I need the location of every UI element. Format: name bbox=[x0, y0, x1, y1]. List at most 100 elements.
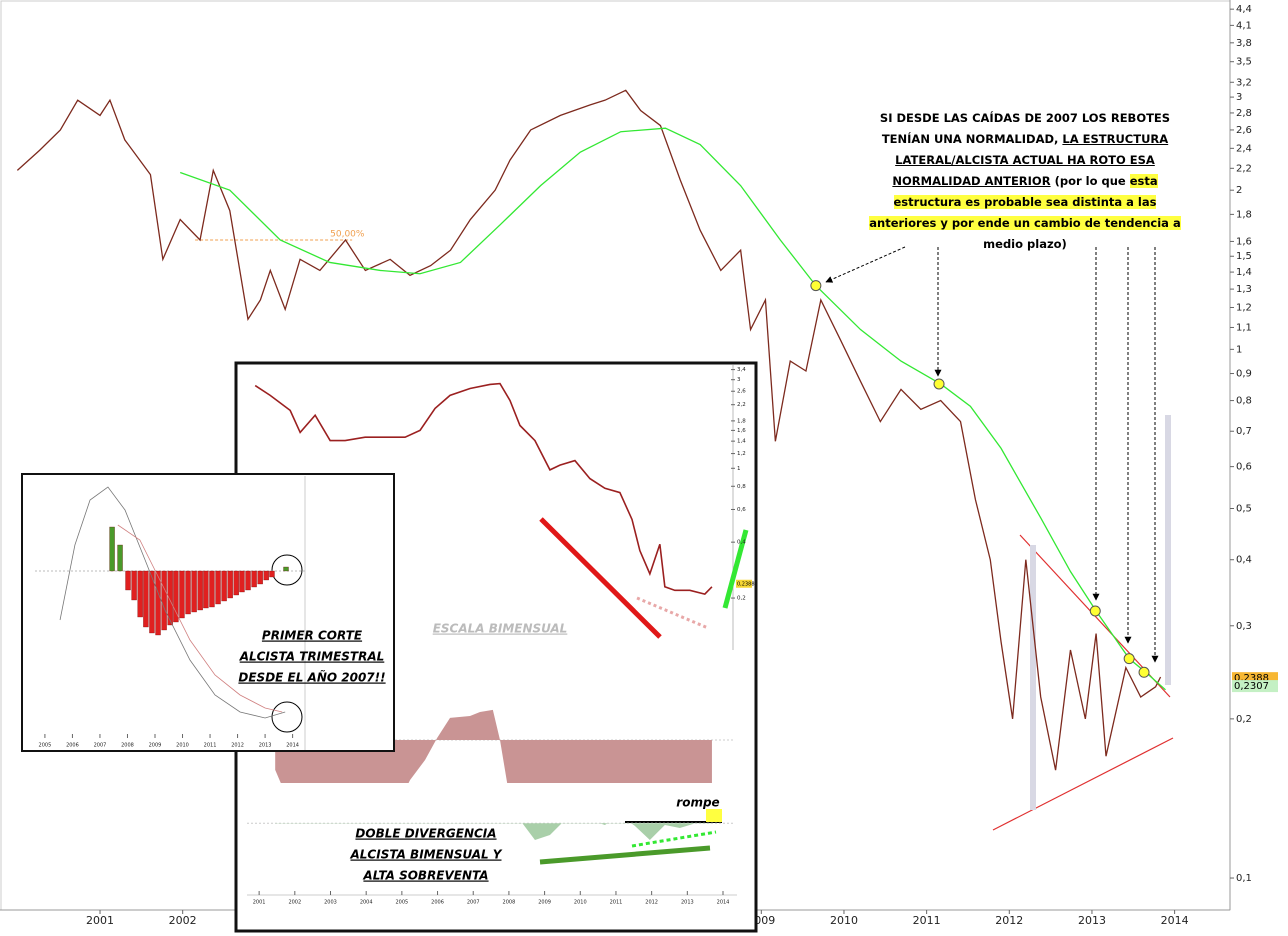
x-tick-label: 2013 bbox=[681, 900, 694, 906]
note-segment: anteriores y por ende un cambio de tende… bbox=[869, 216, 1181, 230]
level-fill bbox=[275, 823, 712, 840]
y-tick-label: 1 bbox=[1236, 344, 1242, 355]
trend-line bbox=[992, 737, 1174, 831]
bar bbox=[221, 570, 227, 602]
y-tick-label: 2,6 bbox=[1236, 125, 1252, 136]
arrows bbox=[825, 246, 1159, 663]
bar bbox=[209, 570, 215, 608]
touch-point bbox=[1089, 605, 1101, 617]
touch-point bbox=[933, 378, 945, 390]
y-tick-label: 0,4 bbox=[737, 540, 746, 546]
level-fill bbox=[275, 709, 712, 783]
note-line: PRIMER CORTE bbox=[262, 629, 363, 643]
note-line: ALTA SOBREVENTA bbox=[362, 869, 488, 883]
note-segment: (por lo que bbox=[1050, 174, 1130, 188]
note-segment: esta bbox=[1129, 174, 1158, 188]
bar bbox=[131, 570, 137, 601]
price-label-box bbox=[736, 579, 752, 588]
bar bbox=[155, 570, 161, 636]
x-tick-label: 2011 bbox=[913, 914, 941, 927]
series-line bbox=[59, 486, 286, 719]
bar bbox=[251, 570, 257, 588]
y-tick-label: 0,2 bbox=[737, 596, 746, 602]
y-tick-label: 4,4 bbox=[1236, 4, 1252, 15]
note-segment: NORMALIDAD ANTERIOR bbox=[892, 174, 1051, 188]
note-segment: LA ESTRUCTURA bbox=[1062, 132, 1169, 146]
note-line: medio plazo) bbox=[835, 234, 1215, 255]
price-label: 0,2388 bbox=[1234, 673, 1269, 684]
bar bbox=[239, 570, 245, 593]
y-tick-label: 0,6 bbox=[1236, 462, 1252, 473]
y-tick-label: 0,7 bbox=[1236, 426, 1252, 437]
x-tick-label: 2009 bbox=[538, 900, 551, 906]
note-segment: estructura es probable sea distinta a la… bbox=[893, 195, 1157, 209]
note-segment: medio plazo) bbox=[983, 237, 1067, 251]
bar bbox=[233, 570, 239, 596]
x-tick-label: 2013 bbox=[1078, 914, 1106, 927]
x-tick-label: 2010 bbox=[830, 914, 858, 927]
inset-trimestral: 2005 2006 2007 2008 2009 2010 2011 2012 2013 2014… bbox=[21, 473, 395, 752]
bar bbox=[161, 570, 167, 631]
x-tick-label: 2007 bbox=[467, 900, 480, 906]
y-tick-label: 3,8 bbox=[1236, 38, 1252, 49]
bar bbox=[173, 570, 179, 623]
y-tick-label: 2,4 bbox=[1236, 143, 1252, 154]
x-tick-label: 2001 bbox=[86, 914, 114, 927]
price-label: 0,2388 bbox=[737, 581, 755, 587]
x-tick-label: 2005 bbox=[39, 743, 52, 749]
y-tick-label: 0,3 bbox=[1236, 621, 1252, 632]
note-line: ALCISTA BIMENSUAL Y bbox=[349, 848, 502, 862]
y-tick-label: 0,9 bbox=[1236, 369, 1252, 380]
x-tick-label: 2013 bbox=[259, 743, 272, 749]
y-tick-label: 3,5 bbox=[1236, 57, 1252, 68]
x-tick-label: 2014 bbox=[286, 743, 299, 749]
y-tick-label: 3,4 bbox=[737, 367, 746, 373]
y-tick-label: 1,2 bbox=[1236, 302, 1252, 313]
y-tick-label: 0,6 bbox=[737, 507, 746, 513]
x-tick-label: 2014 bbox=[717, 900, 730, 906]
x-tick-label: 2008 bbox=[503, 900, 516, 906]
y-tick-label: 1,5 bbox=[1236, 251, 1252, 262]
note-line: NORMALIDAD ANTERIOR (por lo que esta bbox=[835, 171, 1215, 192]
fib-label: 50,00% bbox=[330, 229, 365, 239]
main-layer: 4,4 4,1 3,8 3,5 3,2 3 2,8 2,6 2,4 2,2 2 1,8 1,6 1,5 1,… bbox=[16, 4, 1278, 927]
note-line: TENÍAN UNA NORMALIDAD, LA ESTRUCTURA bbox=[835, 129, 1215, 150]
note-line: estructura es probable sea distinta a la… bbox=[835, 192, 1215, 213]
bar bbox=[257, 570, 263, 585]
note-line: SI DESDE LAS CAÍDAS DE 2007 LOS REBOTES bbox=[835, 108, 1215, 129]
y-tick-label: 3,2 bbox=[1236, 77, 1252, 88]
series-line bbox=[117, 524, 283, 713]
range-bar bbox=[1165, 415, 1171, 685]
break-label: rompe bbox=[676, 796, 719, 810]
bar bbox=[125, 570, 131, 591]
x-tick-label: 2009 bbox=[149, 743, 162, 749]
touch-point bbox=[1138, 666, 1150, 678]
y-tick-label: 0,4 bbox=[1236, 555, 1252, 566]
y-tick-label: 2,8 bbox=[1236, 108, 1252, 119]
price-label: 0,2307 bbox=[1234, 681, 1269, 692]
bar bbox=[137, 570, 143, 618]
y-tick-label: 3 bbox=[737, 377, 741, 383]
y-tick-label: 1,1 bbox=[1236, 322, 1252, 333]
bar bbox=[203, 570, 209, 609]
x-tick-label: 2003 bbox=[324, 900, 337, 906]
x-tick-label: 2006 bbox=[431, 900, 444, 906]
x-tick-label: 2010 bbox=[574, 900, 587, 906]
bar bbox=[191, 570, 197, 613]
note-line: anteriores y por ende un cambio de tende… bbox=[835, 213, 1215, 234]
note-line: DOBLE DIVERGENCIA bbox=[355, 827, 496, 841]
bar bbox=[143, 570, 149, 628]
y-tick-label: 1,8 bbox=[737, 418, 746, 424]
bar bbox=[269, 570, 275, 578]
y-tick-label: 0,8 bbox=[1236, 396, 1252, 407]
y-tick-label: 0,8 bbox=[737, 484, 746, 490]
x-tick-label: 2002 bbox=[288, 900, 301, 906]
touch-point bbox=[1123, 653, 1135, 665]
bar bbox=[185, 570, 191, 615]
y-tick-label: 2,6 bbox=[737, 389, 746, 395]
x-tick-label: 2014 bbox=[1161, 914, 1189, 927]
bar bbox=[227, 570, 233, 599]
y-tick-label: 0,2 bbox=[1236, 714, 1252, 725]
